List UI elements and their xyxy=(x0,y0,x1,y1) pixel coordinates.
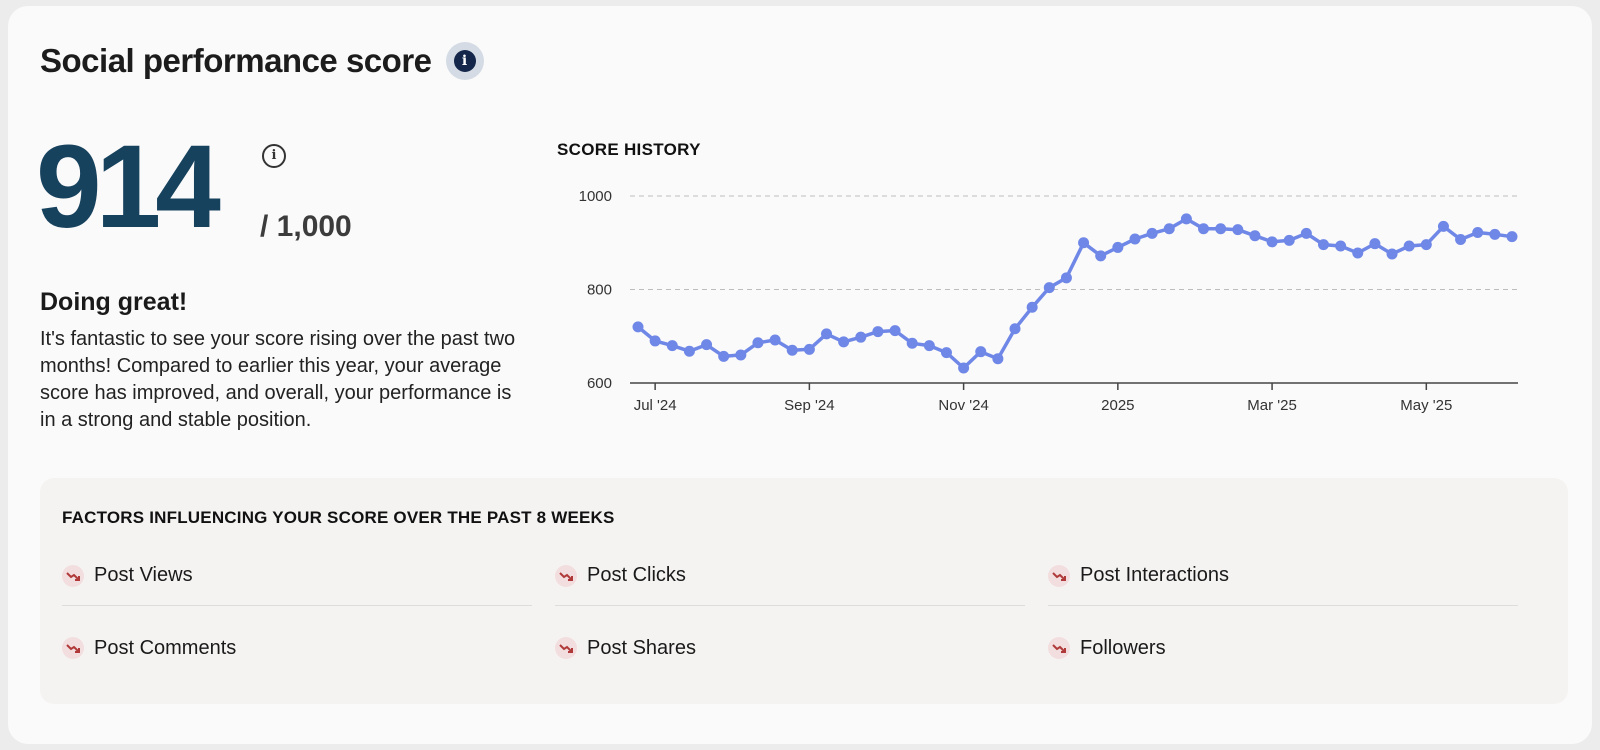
series-line xyxy=(636,217,1513,370)
factor-followers: Followers xyxy=(1048,618,1518,678)
x-tick-label: Jul '24 xyxy=(634,397,677,414)
x-tick-label: 2025 xyxy=(1101,397,1134,414)
data-point xyxy=(889,325,901,337)
info-icon: i xyxy=(453,50,476,72)
y-tick-label: 800 xyxy=(587,282,612,299)
page-title: Social performance score xyxy=(40,42,432,79)
factor-post-views: Post Views xyxy=(62,546,532,606)
data-point xyxy=(649,335,661,347)
data-point xyxy=(1163,223,1175,235)
data-point xyxy=(666,340,678,352)
factors-title: FACTORS INFLUENCING YOUR SCORE OVER THE … xyxy=(62,508,615,527)
data-point xyxy=(958,362,970,374)
x-tick-label: Sep '24 xyxy=(784,397,834,414)
data-point xyxy=(1266,236,1278,248)
data-point xyxy=(975,346,987,358)
card-header: Social performance score i xyxy=(40,42,484,80)
x-tick-label: May '25 xyxy=(1400,397,1452,414)
data-point xyxy=(1455,233,1467,245)
data-point xyxy=(1043,282,1055,294)
data-point xyxy=(786,344,798,356)
y-tick-label: 1000 xyxy=(579,188,612,205)
data-point xyxy=(1317,239,1329,251)
data-point xyxy=(1112,241,1124,253)
data-point xyxy=(1420,239,1432,251)
score-history-chart: 600 800 1000 Jul '24 Sep '24 Nov '24 2025 Mar '… xyxy=(548,136,1568,436)
factor-post-comments: Post Comments xyxy=(62,618,532,678)
factors-panel: FACTORS INFLUENCING YOUR SCORE OVER THE … xyxy=(40,478,1568,704)
y-tick-label: 600 xyxy=(587,375,612,392)
x-tick-label: Nov '24 xyxy=(938,397,988,414)
factor-post-shares: Post Shares xyxy=(555,618,1025,678)
data-point xyxy=(1232,224,1244,236)
data-point xyxy=(752,337,764,349)
data-point xyxy=(769,334,781,346)
data-point xyxy=(1489,228,1501,240)
data-point xyxy=(821,328,833,340)
factor-label: Followers xyxy=(1080,636,1166,659)
data-point xyxy=(1078,237,1090,249)
data-point xyxy=(1249,230,1261,242)
score-block: 914 i / 1,000 xyxy=(36,121,352,253)
score-card: Social performance score i 914 i / 1,000… xyxy=(8,6,1592,744)
factor-post-interactions: Post Interactions xyxy=(1048,546,1518,606)
data-point xyxy=(1386,248,1398,260)
data-point xyxy=(701,339,713,351)
data-point xyxy=(1335,240,1347,252)
info-outline-icon[interactable]: i xyxy=(262,144,286,168)
data-point xyxy=(1180,213,1192,225)
data-point xyxy=(992,353,1004,365)
trending-down-icon xyxy=(555,564,577,587)
info-button[interactable]: i xyxy=(445,42,484,80)
status-text: It's fantastic to see your score rising … xyxy=(40,328,516,431)
data-point xyxy=(1198,223,1210,235)
data-point xyxy=(923,340,935,352)
trending-down-icon xyxy=(1048,564,1070,587)
data-point xyxy=(1026,301,1038,313)
data-point xyxy=(1403,240,1415,252)
data-point xyxy=(838,336,850,348)
data-point xyxy=(683,345,695,357)
data-point xyxy=(1352,247,1364,259)
data-point xyxy=(1215,223,1227,235)
data-point xyxy=(718,350,730,362)
data-point xyxy=(855,331,867,343)
factor-label: Post Interactions xyxy=(1080,564,1229,586)
score-value: 914 xyxy=(36,121,221,253)
data-point xyxy=(906,337,918,349)
x-tick-label: Mar '25 xyxy=(1247,397,1297,414)
chart-svg: 600 800 1000 Jul '24 Sep '24 Nov '24 2025 Mar '… xyxy=(579,188,1518,414)
trending-down-icon xyxy=(1048,637,1070,659)
data-point xyxy=(632,321,644,333)
data-point xyxy=(1300,227,1312,239)
chart-title: SCORE HISTORY xyxy=(557,140,701,159)
factor-label: Post Shares xyxy=(587,636,696,659)
data-point xyxy=(1283,234,1295,246)
factor-label: Post Comments xyxy=(94,636,237,659)
data-point xyxy=(1472,226,1484,238)
data-point xyxy=(1437,220,1449,232)
score-max: / 1,000 xyxy=(260,210,352,243)
factor-post-clicks: Post Clicks xyxy=(555,546,1025,606)
data-point xyxy=(1369,238,1381,250)
status-heading: Doing great! xyxy=(40,288,188,316)
data-point xyxy=(1129,233,1141,245)
data-point xyxy=(1506,231,1518,243)
trending-down-icon xyxy=(62,637,84,659)
data-point xyxy=(940,347,952,359)
data-point xyxy=(1060,272,1072,284)
data-point xyxy=(735,349,747,361)
data-point xyxy=(1095,250,1107,262)
data-point xyxy=(803,343,815,355)
factor-label: Post Views xyxy=(94,564,193,586)
trending-down-icon xyxy=(555,637,577,659)
data-point xyxy=(1009,323,1021,335)
data-point xyxy=(872,326,884,338)
data-point xyxy=(1146,227,1158,239)
factor-label: Post Clicks xyxy=(587,564,686,586)
trending-down-icon xyxy=(62,564,84,587)
